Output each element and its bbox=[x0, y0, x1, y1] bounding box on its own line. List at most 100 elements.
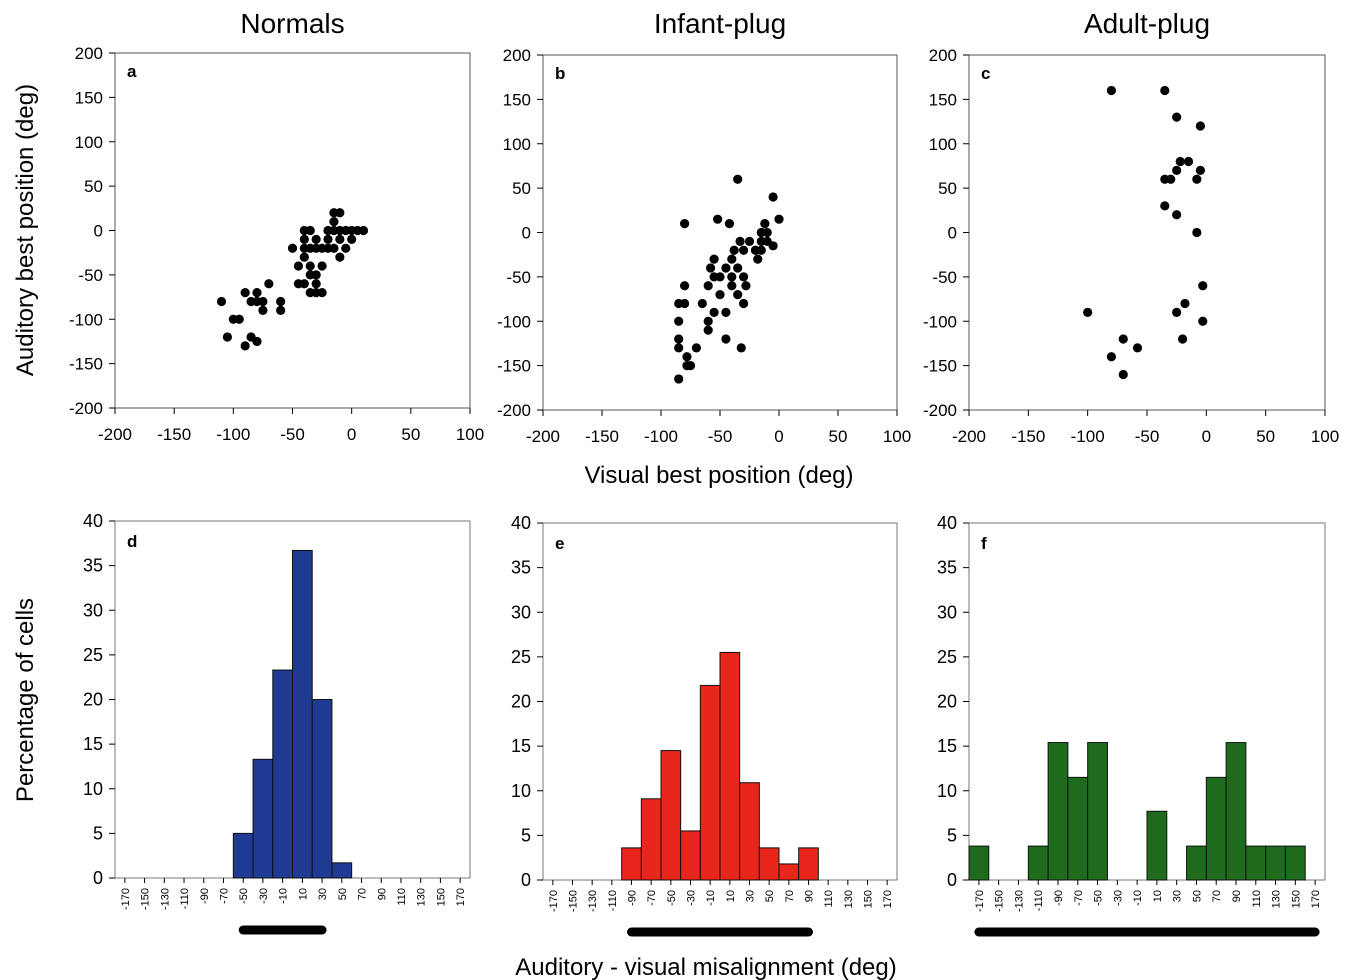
panel-letter: b bbox=[555, 64, 565, 83]
x-tick-label: -50 bbox=[1093, 890, 1105, 906]
histogram-bar bbox=[798, 847, 819, 881]
x-tick-label: -110 bbox=[607, 890, 619, 911]
panel-letter: e bbox=[555, 534, 564, 553]
x-tick-label: -90 bbox=[627, 890, 639, 906]
x-tick-label: -50 bbox=[238, 888, 250, 904]
data-point bbox=[358, 225, 369, 236]
data-point bbox=[329, 243, 339, 253]
y-tick-label: 0 bbox=[948, 224, 957, 243]
y-tick-label: 5 bbox=[93, 823, 103, 843]
histogram-bar bbox=[252, 758, 274, 879]
data-point bbox=[1106, 85, 1116, 96]
y-tick-label: -100 bbox=[923, 312, 957, 331]
y-tick-label: 25 bbox=[937, 647, 957, 667]
x-tick-label: 0 bbox=[774, 427, 783, 446]
x-tick-label: 90 bbox=[804, 890, 816, 902]
data-point bbox=[727, 272, 737, 282]
data-point bbox=[347, 234, 357, 244]
data-point bbox=[739, 272, 749, 282]
data-point bbox=[733, 290, 743, 300]
panel-letter: a bbox=[127, 62, 137, 81]
x-tick-label: 170 bbox=[455, 888, 467, 906]
data-point bbox=[741, 281, 751, 291]
y-tick-label: 40 bbox=[83, 511, 103, 531]
data-point bbox=[1192, 174, 1202, 184]
y-tick-label: 0 bbox=[93, 868, 103, 888]
y-tick-label: 35 bbox=[511, 558, 531, 578]
x-tick-label: -30 bbox=[686, 890, 698, 906]
data-point bbox=[739, 245, 749, 255]
x-tick-label: 70 bbox=[784, 890, 796, 902]
data-point bbox=[1172, 307, 1182, 317]
x-tick-label: -50 bbox=[708, 427, 733, 446]
data-point bbox=[703, 281, 713, 291]
y-tick-label: 15 bbox=[83, 734, 103, 754]
histogram-bar bbox=[1265, 845, 1286, 881]
x-tick-label: -170 bbox=[548, 890, 560, 912]
data-point bbox=[1178, 334, 1188, 344]
x-tick-label: 0 bbox=[1202, 427, 1211, 446]
data-point bbox=[1160, 201, 1170, 211]
x-tick-label: -10 bbox=[705, 890, 717, 906]
histogram-bar bbox=[1047, 742, 1069, 881]
y-tick-label: 20 bbox=[511, 692, 531, 712]
y-tick-label: 35 bbox=[937, 558, 957, 578]
data-point bbox=[729, 245, 739, 255]
data-point bbox=[1172, 112, 1182, 122]
histogram-bar bbox=[1245, 845, 1267, 881]
panel-title: Adult-plug bbox=[1084, 8, 1210, 39]
data-point bbox=[317, 288, 327, 298]
y-tick-label: 200 bbox=[75, 44, 103, 63]
plot-frame bbox=[114, 52, 471, 409]
data-point bbox=[685, 361, 696, 371]
data-point bbox=[715, 290, 725, 300]
y-tick-label: 0 bbox=[947, 870, 957, 890]
x-tick-label: -10 bbox=[278, 888, 290, 904]
data-point bbox=[768, 241, 778, 251]
x-tick-label: -30 bbox=[1112, 890, 1124, 906]
data-point bbox=[713, 214, 723, 224]
y-tick-label: -150 bbox=[497, 357, 531, 376]
y-tick-label: 30 bbox=[937, 602, 957, 622]
x-tick-label: -200 bbox=[526, 427, 560, 446]
x-tick-label: -150 bbox=[157, 425, 191, 444]
top-x-axis-label: Visual best position (deg) bbox=[584, 462, 853, 489]
data-point bbox=[1172, 210, 1182, 220]
data-point bbox=[739, 298, 749, 309]
x-tick-label: 170 bbox=[882, 890, 894, 908]
x-tick-label: -200 bbox=[952, 427, 986, 446]
data-point bbox=[753, 254, 763, 264]
data-point bbox=[744, 236, 755, 246]
x-tick-label: 130 bbox=[1271, 890, 1283, 908]
x-tick-label: -150 bbox=[585, 427, 619, 446]
data-point bbox=[335, 208, 345, 218]
y-tick-label: 25 bbox=[83, 645, 103, 665]
y-tick-label: 15 bbox=[937, 736, 957, 756]
data-point bbox=[709, 307, 719, 317]
data-point bbox=[234, 314, 244, 324]
y-tick-label: 10 bbox=[937, 781, 957, 801]
data-point bbox=[317, 261, 327, 271]
data-point bbox=[760, 219, 770, 229]
histogram-bar bbox=[1205, 776, 1227, 881]
y-tick-label: -150 bbox=[923, 357, 957, 376]
x-tick-label: 110 bbox=[396, 888, 408, 906]
x-tick-label: -50 bbox=[666, 890, 678, 906]
x-tick-label: -110 bbox=[179, 888, 191, 909]
y-tick-label: 0 bbox=[94, 222, 103, 241]
data-point bbox=[1175, 156, 1185, 167]
histogram-bar bbox=[660, 750, 682, 881]
x-tick-label: -150 bbox=[568, 890, 580, 912]
data-point bbox=[691, 343, 702, 353]
data-point bbox=[222, 332, 233, 342]
data-point bbox=[715, 272, 725, 282]
bottom-y-axis-label: Percentage of cells bbox=[12, 598, 39, 802]
x-tick-label: -170 bbox=[974, 890, 986, 912]
data-point bbox=[733, 174, 743, 184]
data-point bbox=[721, 334, 731, 344]
y-tick-label: -100 bbox=[69, 310, 103, 329]
data-point bbox=[240, 341, 250, 351]
data-point bbox=[1166, 174, 1176, 184]
data-point bbox=[1180, 298, 1190, 309]
x-tick-label: 130 bbox=[843, 890, 855, 908]
